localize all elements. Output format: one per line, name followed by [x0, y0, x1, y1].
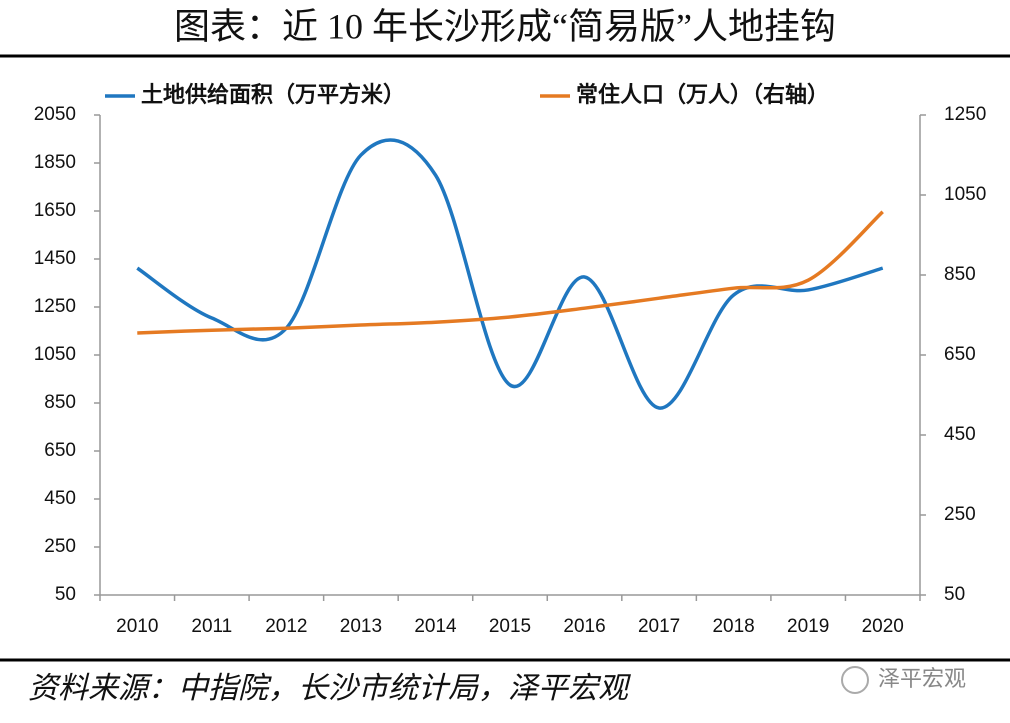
series-line — [136, 138, 884, 410]
y2-tick-label: 50 — [944, 584, 965, 605]
y-tick-label: 250 — [44, 536, 76, 557]
x-tick-label: 2010 — [116, 616, 158, 637]
watermark: 泽平宏观 — [878, 666, 966, 691]
chart-title: 图表：近 10 年长沙形成“简易版”人地挂钩 — [174, 6, 836, 46]
y-tick-label: 1250 — [34, 296, 76, 317]
x-tick-label: 2017 — [638, 616, 680, 637]
y2-tick-label: 850 — [944, 264, 976, 285]
x-tick-label: 2020 — [862, 616, 904, 637]
y2-tick-label: 1250 — [944, 104, 986, 125]
y-tick-label: 1650 — [34, 200, 76, 221]
y-tick-label: 1450 — [34, 248, 76, 269]
y2-tick-label: 650 — [944, 344, 976, 365]
legend-label: 土地供给面积（万平方米） — [141, 82, 405, 107]
y2-tick-label: 250 — [944, 504, 976, 525]
x-tick-label: 2018 — [712, 616, 754, 637]
x-tick-label: 2019 — [787, 616, 829, 637]
y-tick-label: 850 — [44, 392, 76, 413]
y2-tick-label: 1050 — [944, 184, 986, 205]
x-tick-label: 2013 — [340, 616, 382, 637]
x-tick-label: 2015 — [489, 616, 531, 637]
x-tick-label: 2011 — [191, 616, 232, 637]
y-tick-label: 2050 — [34, 104, 76, 125]
source: 资料来源：中指院，长沙市统计局，泽平宏观 — [28, 672, 631, 705]
y-tick-label: 50 — [55, 584, 76, 605]
x-tick-label: 2014 — [414, 616, 457, 637]
y2-tick-label: 450 — [944, 424, 976, 445]
series-line — [137, 210, 884, 335]
y-tick-label: 1050 — [34, 344, 76, 365]
legend-label: 常住人口（万人）（右轴） — [576, 82, 829, 107]
y-tick-label: 450 — [44, 488, 76, 509]
y-tick-label: 650 — [44, 440, 76, 461]
x-tick-label: 2016 — [563, 616, 605, 637]
y-tick-label: 1850 — [34, 152, 76, 173]
x-tick-label: 2012 — [265, 616, 307, 637]
watermark-icon — [841, 666, 869, 694]
